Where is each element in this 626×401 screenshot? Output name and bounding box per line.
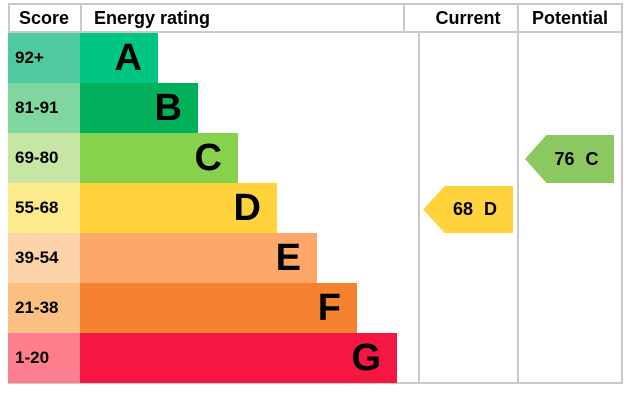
potential-band: C bbox=[585, 148, 599, 169]
header-energy-current-divider bbox=[403, 3, 405, 33]
score-cell: 21-38 bbox=[8, 283, 80, 333]
header-bottom-border bbox=[8, 31, 623, 33]
band-row-d: 55-68 D bbox=[8, 183, 623, 233]
current-value: 68 bbox=[452, 199, 474, 219]
header-energy-rating: Energy rating bbox=[94, 8, 211, 28]
rating-bar: A bbox=[80, 33, 158, 83]
score-cell: 39-54 bbox=[8, 233, 80, 283]
rating-bar: F bbox=[80, 283, 357, 333]
header-left-border bbox=[8, 3, 10, 33]
rating-bar: E bbox=[80, 233, 317, 283]
band-rows: 92+ A 81-91 B 69-80 C 55-68 D 39-54 E 21… bbox=[8, 33, 623, 383]
score-cell: 69-80 bbox=[8, 133, 80, 183]
band-row-e: 39-54 E bbox=[8, 233, 623, 283]
current-band: D bbox=[484, 199, 498, 219]
score-cell: 1-20 bbox=[8, 333, 80, 383]
score-cell: 92+ bbox=[8, 33, 80, 83]
table-right-border bbox=[621, 3, 623, 384]
band-row-f: 21-38 F bbox=[8, 283, 623, 333]
band-row-a: 92+ A bbox=[8, 33, 623, 83]
current-potential-divider bbox=[517, 3, 519, 384]
header-score-divider bbox=[80, 3, 82, 33]
band-row-b: 81-91 B bbox=[8, 83, 623, 133]
header-current: Current bbox=[435, 8, 501, 28]
rating-bar: G bbox=[80, 333, 397, 383]
rating-bar: C bbox=[80, 133, 238, 183]
score-cell: 81-91 bbox=[8, 83, 80, 133]
band-row-c: 69-80 C bbox=[8, 133, 623, 183]
rating-bar: B bbox=[80, 83, 198, 133]
current-column-left-border bbox=[418, 31, 420, 384]
current-arrow: 68 D bbox=[423, 186, 513, 233]
header-potential: Potential bbox=[531, 8, 608, 28]
header-score: Score bbox=[18, 8, 70, 28]
rating-bar: D bbox=[80, 183, 277, 233]
potential-arrow: 76 C bbox=[525, 135, 614, 183]
table-top-border bbox=[8, 3, 623, 5]
table-bottom-border bbox=[8, 382, 623, 384]
potential-value: 76 bbox=[554, 148, 575, 169]
band-row-g: 1-20 G bbox=[8, 333, 623, 383]
score-cell: 55-68 bbox=[8, 183, 80, 233]
